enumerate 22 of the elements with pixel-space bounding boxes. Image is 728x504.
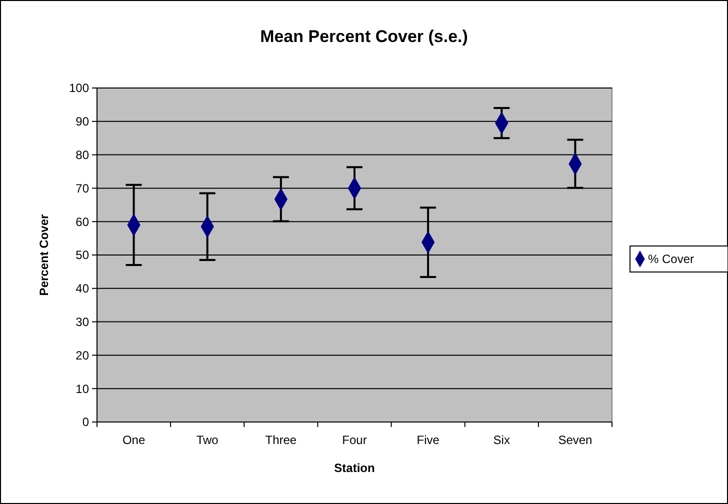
x-tick-label: Seven <box>558 433 592 447</box>
chart-title: Mean Percent Cover (s.e.) <box>260 27 468 46</box>
y-tick-label: 20 <box>76 348 90 362</box>
y-tick-label: 0 <box>82 415 90 430</box>
y-tick-label: 10 <box>76 382 90 396</box>
y-tick-label: 80 <box>76 148 90 162</box>
y-tick-label: 70 <box>76 181 90 196</box>
y-tick-label: 60 <box>76 214 90 229</box>
y-tick-label: 100 <box>68 81 90 96</box>
y-axis-title: Percent Cover <box>37 214 51 296</box>
x-tick-label: Six <box>493 433 510 447</box>
x-tick-label: One <box>122 433 146 447</box>
x-axis-title: Station <box>334 461 375 475</box>
y-tick-label: 90 <box>76 114 90 129</box>
x-tick-label: Three <box>265 433 297 447</box>
y-tick-label: 50 <box>76 248 90 262</box>
y-tick-label: 40 <box>76 282 90 296</box>
x-tick-label: Two <box>196 433 219 447</box>
x-tick-label: Five <box>416 433 440 447</box>
y-tick-label: 30 <box>76 315 90 329</box>
x-tick-label: Four <box>342 433 367 447</box>
legend-label: % Cover <box>648 252 694 266</box>
